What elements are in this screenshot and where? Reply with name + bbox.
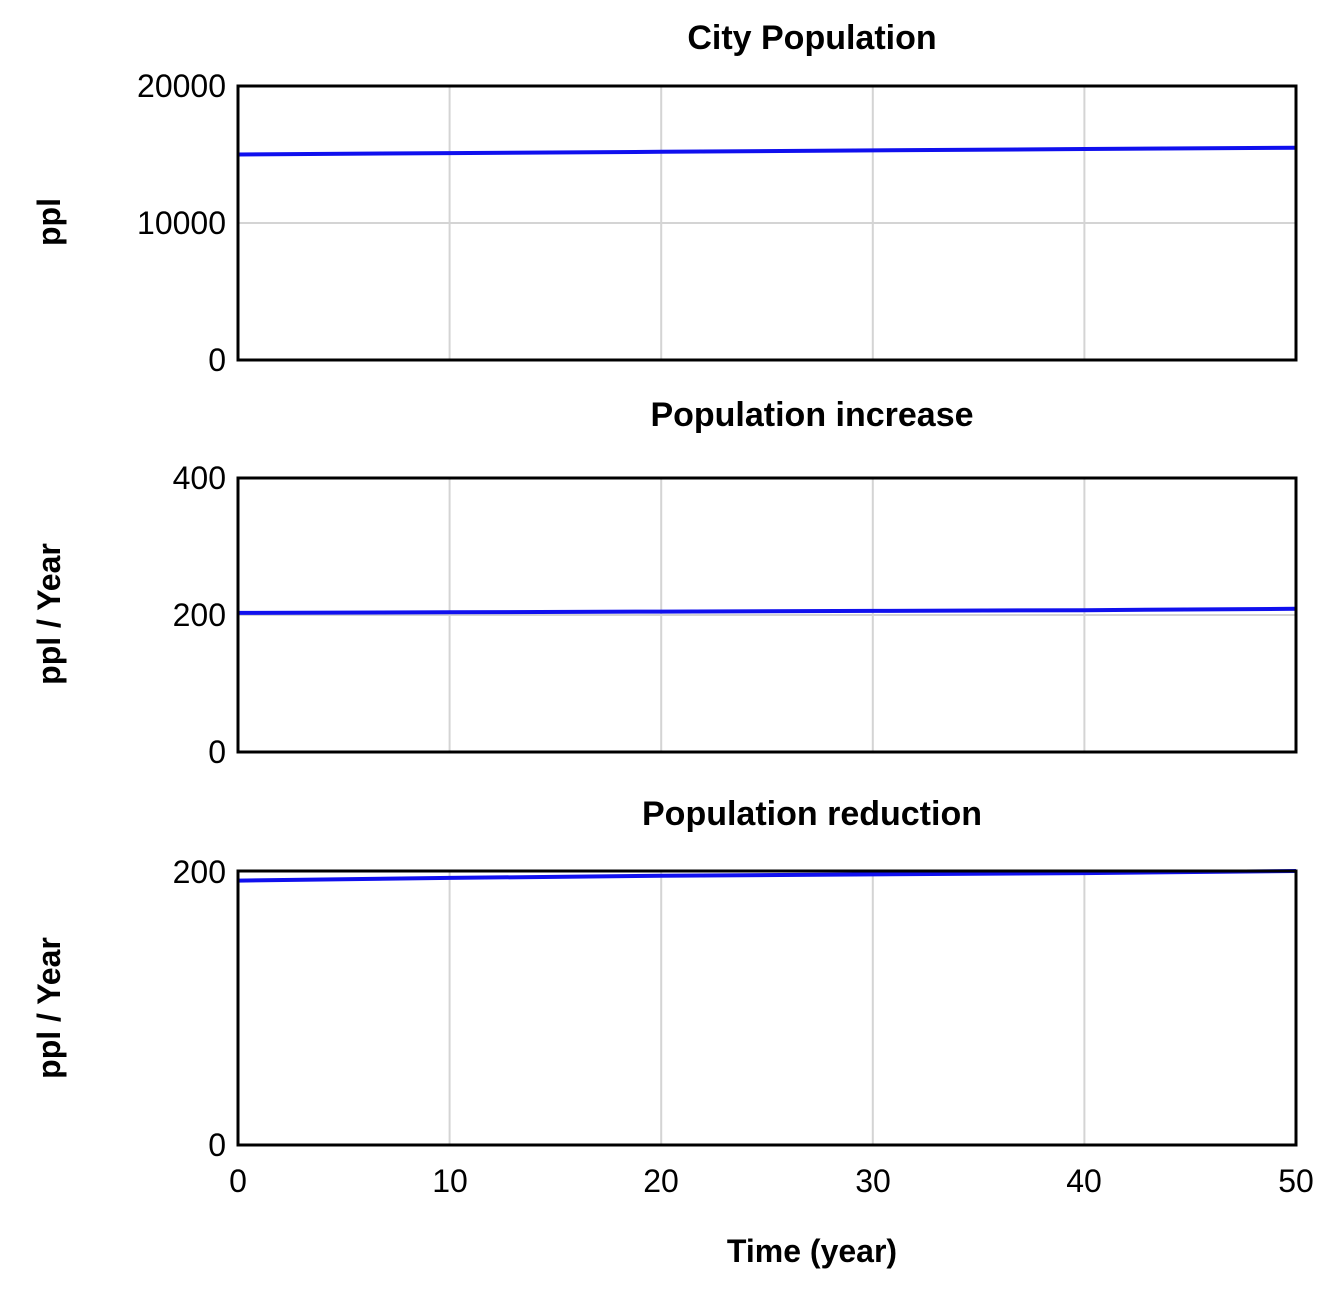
y-axis-label: ppl / Year [31, 937, 67, 1079]
chart-title: City Population [687, 19, 936, 57]
panel-population-reduction: Population reduction ppl / Year 0 200 [31, 795, 1298, 1163]
y-tick-label: 0 [208, 342, 226, 378]
x-tick-label: 30 [855, 1163, 891, 1199]
grid-lines [238, 86, 1296, 360]
y-tick-labels: 0 200 400 [173, 460, 226, 770]
x-tick-label: 40 [1066, 1163, 1102, 1199]
y-tick-label: 20000 [137, 68, 226, 104]
panel-city-population: City Population ppl 0 10000 20000 [31, 19, 1298, 378]
plot-frame [236, 84, 1298, 362]
plot-frame [236, 476, 1298, 754]
series-line-group [237, 869, 1297, 883]
x-axis-label: Time (year) [727, 1233, 897, 1269]
x-tick-label: 50 [1278, 1163, 1314, 1199]
x-tick-labels: 0 10 20 30 40 50 [229, 1163, 1314, 1199]
y-tick-label: 0 [208, 1127, 226, 1163]
series-line [237, 145, 1297, 157]
y-tick-labels: 0 200 [173, 854, 226, 1163]
y-tick-label: 400 [173, 460, 226, 496]
grid-lines [448, 871, 1086, 1145]
y-tick-labels: 0 10000 20000 [137, 68, 226, 378]
y-tick-label: 0 [208, 734, 226, 770]
chart-title: Population reduction [642, 795, 982, 833]
x-tick-label: 10 [432, 1163, 468, 1199]
y-tick-label: 200 [173, 854, 226, 890]
x-tick-label: 20 [643, 1163, 679, 1199]
y-tick-label: 10000 [137, 205, 226, 241]
grid-lines [238, 478, 1296, 752]
series-line-group [237, 606, 1297, 615]
x-tick-label: 0 [229, 1163, 247, 1199]
y-axis-label: ppl / Year [31, 543, 67, 685]
series-line [237, 606, 1297, 615]
series-line-group [237, 145, 1297, 157]
chart-title: Population increase [650, 396, 973, 434]
y-tick-label: 200 [173, 597, 226, 633]
series-line [237, 869, 1297, 883]
plot-frame [236, 869, 1298, 1147]
panel-population-increase: Population increase ppl / Year 0 200 400 [31, 396, 1298, 770]
y-axis-label: ppl [31, 198, 67, 246]
